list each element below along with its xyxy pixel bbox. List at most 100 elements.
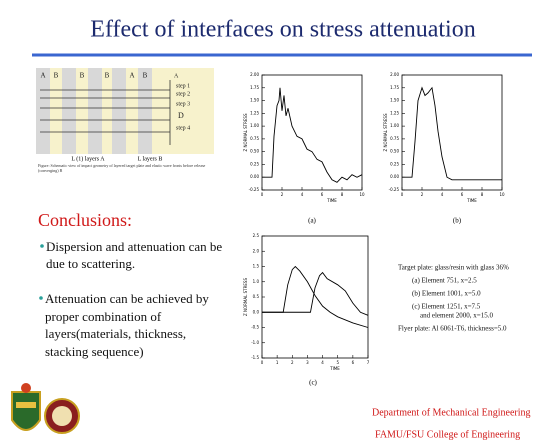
layer-label: B — [105, 72, 110, 80]
x-axis-label: TIME — [326, 198, 337, 203]
layer — [62, 68, 76, 154]
plot: 2.00 1.75 1.50 1.25 1.00 0.75 0.50 0.25 0.00 -0.2… — [243, 72, 365, 203]
x-tick-label: 2 — [421, 192, 424, 197]
x-tick-label: 0 — [261, 192, 264, 197]
x-tick-label: 4 — [441, 192, 444, 197]
bullet — [40, 244, 44, 248]
right-label: step 2 — [176, 91, 190, 97]
note: (b) Element 1001, x=5.0 — [412, 290, 481, 298]
footer-college: FAMU/FSU College of Engineering — [375, 429, 520, 440]
y-tick-label: 1.75 — [390, 85, 399, 90]
right-label: A — [174, 73, 179, 79]
note: (a) Element 751, x=2.5 — [412, 277, 477, 285]
y-tick-label: -0.5 — [251, 325, 259, 330]
y-tick-label: 0.75 — [390, 136, 399, 141]
y-tick-label: 0.25 — [390, 161, 399, 166]
y-tick-label: 1.25 — [250, 110, 259, 115]
y-tick-label: 1.00 — [390, 123, 399, 128]
seal-flame — [21, 383, 31, 393]
diagram-caption: Figure: Schematic view of impact geometr… — [38, 163, 206, 173]
y-tick-label: -1.5 — [251, 355, 259, 360]
x-tick-label: 10 — [359, 192, 365, 197]
x-tick-label: 2 — [291, 360, 294, 365]
layer — [112, 68, 126, 154]
x-tick-label: 2 — [281, 192, 284, 197]
note: and element 2000, x=15.0 — [420, 312, 493, 320]
y-tick-label: 0.50 — [390, 149, 399, 154]
y-tick-label: 1.00 — [250, 123, 259, 128]
x-tick-label: 7 — [367, 360, 370, 365]
seal — [11, 391, 41, 431]
title: Effect of interfaces on stress attenuati… — [90, 17, 475, 43]
x-tick-label: 6 — [352, 360, 355, 365]
diagram: A B B B A B A step 1 step 2 step 3 D ste… — [36, 68, 214, 173]
layer-label: A — [129, 72, 134, 80]
layer-label: B — [143, 72, 148, 80]
y-tick-label: 1.5 — [253, 264, 260, 269]
y-tick-label: 0.75 — [250, 136, 259, 141]
right-label: step 1 — [176, 83, 190, 89]
right-label: step 3 — [176, 101, 190, 107]
x-tick-label: 0 — [261, 360, 264, 365]
note: (c) Element 1251, x=7.5 — [412, 303, 481, 311]
footer-dept: Department of Mechanical Engineering — [372, 407, 531, 418]
layer-label: B — [54, 72, 59, 80]
seal-center — [52, 406, 72, 426]
bottom-label: L layers B — [138, 156, 163, 162]
bullet-text: Dispersion and attenuation can be due to… — [46, 239, 223, 271]
curve — [262, 271, 369, 316]
layer-label: B — [80, 72, 85, 80]
x-axis-label: TIME — [329, 366, 340, 371]
right-label: D — [178, 111, 184, 120]
x-tick-label: 4 — [321, 360, 324, 365]
y-tick-label: 2.5 — [253, 233, 260, 238]
x-tick-label: 5 — [336, 360, 339, 365]
y-tick-label: 0.00 — [390, 174, 399, 179]
y-tick-label: 1.0 — [253, 279, 260, 284]
y-tick-label: 2.00 — [250, 72, 259, 77]
y-tick-label: 1.75 — [250, 85, 259, 90]
x-tick-label: 0 — [401, 192, 404, 197]
wave-fronts — [40, 80, 171, 145]
layer-label: A — [40, 72, 45, 80]
curve — [262, 87, 363, 183]
seal-band — [16, 402, 36, 408]
x-tick-label: 6 — [461, 192, 464, 197]
layer — [138, 68, 152, 154]
bullet-box: Attenuation can be achieved by proper co… — [45, 291, 209, 359]
plot: 2.00 1.75 1.50 1.25 1.00 0.75 0.50 0.25 0.00 -0.2… — [383, 72, 505, 203]
curve — [402, 86, 502, 181]
curve — [262, 265, 369, 328]
x-tick-label: 8 — [481, 192, 484, 197]
x-tick-label: 6 — [321, 192, 324, 197]
y-tick-label: -0.25 — [249, 187, 260, 192]
plot-caption: (a) — [308, 217, 316, 225]
plot-frame — [261, 74, 363, 191]
y-tick-label: 0.5 — [253, 294, 260, 299]
bullet-text: Attenuation can be achieved by proper co… — [45, 291, 209, 359]
x-tick-label: 10 — [499, 192, 505, 197]
y-tick-label: 0.0 — [253, 309, 260, 314]
y-tick-label: 1.50 — [250, 98, 259, 103]
y-tick-label: 2.00 — [390, 72, 399, 77]
layer — [36, 68, 50, 154]
y-tick-label: 0.50 — [250, 149, 259, 154]
y-tick-label: 2.0 — [253, 248, 260, 253]
x-tick-label: 8 — [341, 192, 344, 197]
plot: 2.5 2.0 1.5 1.0 0.5 0.0 -0.5 -1.0 -1.50 1 2 3 4 5 6 7 Z … — [243, 233, 370, 371]
right-label: step 4 — [176, 125, 190, 131]
bullet-box: Dispersion and attenuation can be due to… — [46, 239, 223, 271]
plot-caption: (c) — [309, 379, 317, 387]
caption-box: Figure: Schematic view of impact geometr… — [38, 163, 206, 173]
conclusions-heading: Conclusions: — [38, 210, 132, 230]
y-tick-label: 1.50 — [390, 98, 399, 103]
y-tick-label: 1.25 — [390, 110, 399, 115]
plot-caption: (b) — [453, 217, 462, 225]
x-tick-label: 3 — [306, 360, 309, 365]
note: Flyer plate: Al 6061-T6, thickness=5.0 — [398, 325, 507, 333]
x-tick-label: 4 — [301, 192, 304, 197]
plot-frame — [401, 74, 503, 191]
y-tick-label: 0.25 — [250, 161, 259, 166]
